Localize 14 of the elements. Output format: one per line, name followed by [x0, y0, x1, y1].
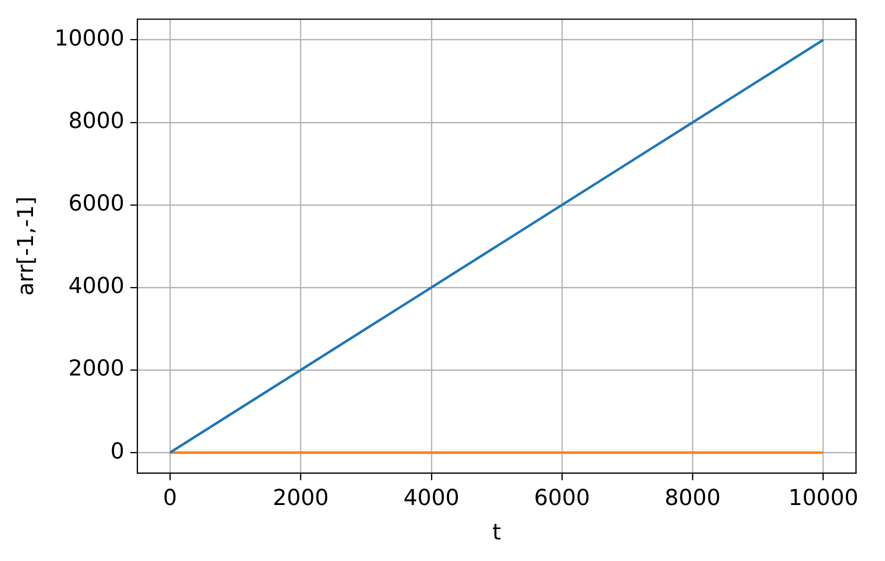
x-tick-label: 2000	[272, 486, 329, 512]
x-tick-label: 8000	[664, 486, 721, 512]
y-tick-label: 8000	[68, 109, 124, 134]
x-axis-title: t	[492, 520, 502, 546]
x-tick-label: 6000	[534, 486, 590, 512]
y-tick-label: 4000	[68, 274, 124, 300]
y-tick-label: 10000	[54, 26, 124, 52]
y-axis-title: arr[-1,-1]	[14, 196, 39, 296]
y-tick-label: 0	[110, 439, 124, 464]
x-tick-label: 0	[163, 486, 178, 512]
y-tick-label: 6000	[68, 192, 124, 217]
y-tick-label: 2000	[68, 356, 124, 382]
x-tick-label: 4000	[403, 486, 460, 512]
x-tick-label: 10000	[788, 486, 858, 512]
